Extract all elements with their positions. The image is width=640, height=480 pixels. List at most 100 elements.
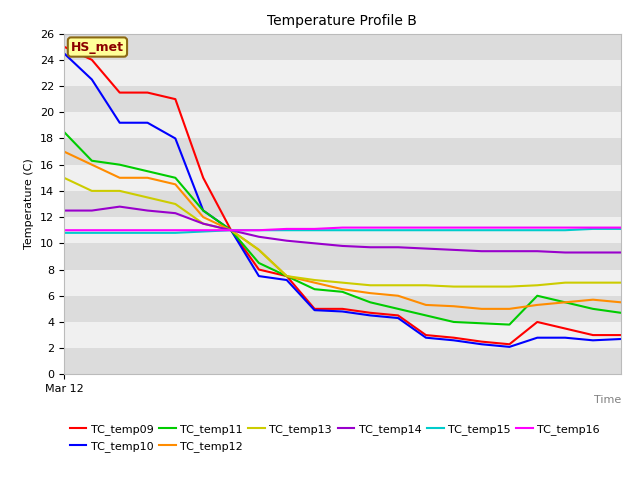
- TC_temp12: [255, 247, 263, 253]
- TC_temp12: [116, 175, 124, 180]
- TC_temp13: [450, 284, 458, 289]
- TC_temp12: [60, 149, 68, 155]
- TC_temp09: [477, 339, 486, 345]
- TC_temp16: [200, 228, 207, 233]
- TC_temp13: [366, 282, 374, 288]
- TC_temp10: [143, 120, 151, 126]
- TC_temp13: [283, 273, 291, 279]
- TC_temp16: [366, 225, 374, 230]
- TC_temp09: [60, 44, 68, 49]
- TC_temp13: [477, 284, 486, 289]
- TC_temp11: [116, 162, 124, 168]
- TC_temp16: [617, 225, 625, 230]
- TC_temp16: [116, 228, 124, 233]
- TC_temp10: [283, 277, 291, 283]
- Bar: [64, 270, 621, 296]
- TC_temp16: [143, 228, 151, 233]
- TC_temp11: [283, 273, 291, 279]
- TC_temp12: [422, 302, 430, 308]
- TC_temp14: [477, 248, 486, 254]
- TC_temp12: [143, 175, 151, 180]
- TC_temp09: [422, 332, 430, 338]
- TC_temp11: [422, 312, 430, 318]
- Bar: [64, 348, 621, 374]
- Line: TC_temp13: TC_temp13: [64, 178, 621, 287]
- TC_temp14: [60, 208, 68, 214]
- TC_temp15: [143, 230, 151, 236]
- TC_temp15: [339, 228, 346, 233]
- TC_temp14: [589, 250, 597, 255]
- TC_temp14: [534, 248, 541, 254]
- TC_temp16: [172, 228, 179, 233]
- Text: Time: Time: [593, 395, 621, 405]
- TC_temp14: [311, 240, 319, 246]
- Legend: TC_temp09, TC_temp10, TC_temp11, TC_temp12, TC_temp13, TC_temp14, TC_temp15, TC_: TC_temp09, TC_temp10, TC_temp11, TC_temp…: [70, 424, 600, 452]
- TC_temp12: [366, 290, 374, 296]
- TC_temp09: [450, 335, 458, 341]
- TC_temp13: [561, 280, 569, 286]
- TC_temp11: [172, 175, 179, 180]
- TC_temp15: [227, 228, 235, 233]
- TC_temp16: [60, 228, 68, 233]
- TC_temp15: [283, 228, 291, 233]
- TC_temp14: [506, 248, 513, 254]
- TC_temp11: [450, 319, 458, 325]
- TC_temp14: [394, 244, 402, 250]
- TC_temp14: [561, 250, 569, 255]
- TC_temp16: [561, 225, 569, 230]
- Bar: [64, 322, 621, 348]
- TC_temp10: [255, 273, 263, 279]
- Line: TC_temp11: TC_temp11: [64, 132, 621, 324]
- TC_temp13: [506, 284, 513, 289]
- TC_temp11: [534, 293, 541, 299]
- TC_temp11: [506, 322, 513, 327]
- TC_temp16: [339, 225, 346, 230]
- TC_temp14: [172, 210, 179, 216]
- TC_temp10: [394, 315, 402, 321]
- TC_temp11: [255, 260, 263, 266]
- TC_temp13: [60, 175, 68, 180]
- TC_temp11: [477, 321, 486, 326]
- Bar: [64, 138, 621, 165]
- TC_temp09: [143, 90, 151, 96]
- TC_temp10: [450, 337, 458, 343]
- TC_temp16: [88, 228, 96, 233]
- TC_temp15: [617, 226, 625, 232]
- TC_temp15: [366, 228, 374, 233]
- TC_temp14: [143, 208, 151, 214]
- TC_temp11: [200, 208, 207, 214]
- TC_temp12: [534, 302, 541, 308]
- Y-axis label: Temperature (C): Temperature (C): [24, 158, 35, 250]
- TC_temp15: [60, 230, 68, 236]
- TC_temp13: [227, 228, 235, 233]
- TC_temp11: [143, 168, 151, 174]
- TC_temp13: [394, 282, 402, 288]
- Title: Temperature Profile B: Temperature Profile B: [268, 14, 417, 28]
- TC_temp16: [477, 225, 486, 230]
- Bar: [64, 296, 621, 322]
- TC_temp15: [561, 228, 569, 233]
- TC_temp12: [88, 162, 96, 168]
- Line: TC_temp09: TC_temp09: [64, 47, 621, 344]
- TC_temp11: [394, 306, 402, 312]
- TC_temp16: [534, 225, 541, 230]
- TC_temp09: [311, 306, 319, 312]
- TC_temp13: [116, 188, 124, 194]
- TC_temp14: [255, 234, 263, 240]
- TC_temp09: [617, 332, 625, 338]
- TC_temp15: [534, 228, 541, 233]
- Bar: [64, 86, 621, 112]
- TC_temp15: [116, 230, 124, 236]
- TC_temp13: [200, 221, 207, 227]
- Bar: [64, 191, 621, 217]
- TC_temp12: [617, 300, 625, 305]
- TC_temp10: [116, 120, 124, 126]
- TC_temp13: [88, 188, 96, 194]
- TC_temp12: [506, 306, 513, 312]
- TC_temp15: [88, 230, 96, 236]
- TC_temp11: [589, 306, 597, 312]
- Line: TC_temp16: TC_temp16: [64, 228, 621, 230]
- TC_temp10: [422, 335, 430, 341]
- TC_temp14: [283, 238, 291, 243]
- TC_temp12: [200, 214, 207, 220]
